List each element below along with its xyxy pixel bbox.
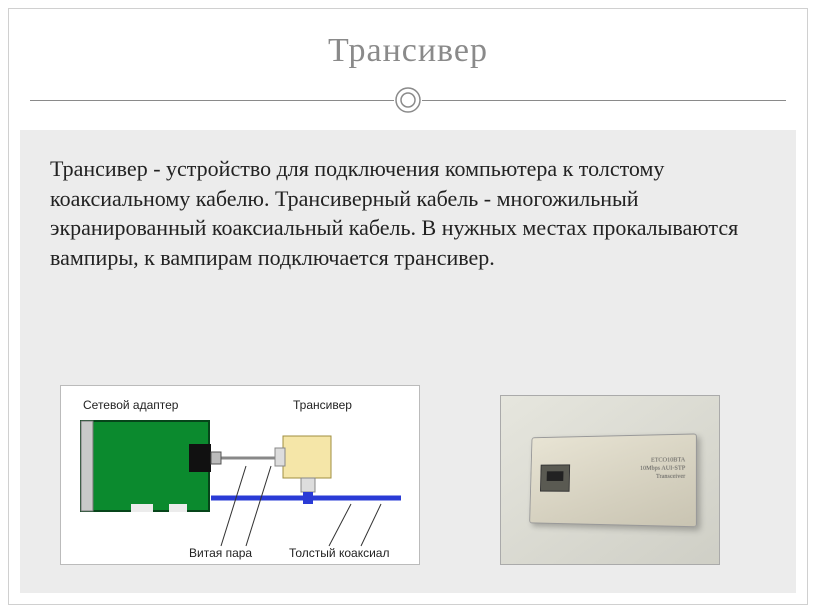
network-diagram: Сетевой адаптер Трансивер Витая пара Тол… bbox=[60, 385, 420, 565]
label-transceiver: Трансивер bbox=[293, 398, 352, 412]
device-body: ETCO10BTA 10Mbps AUI-STP Transceiver bbox=[529, 433, 697, 527]
device-model: ETCO10BTA bbox=[651, 457, 685, 464]
body-text: Трансивер - устройство для подключения к… bbox=[50, 154, 766, 273]
device-type: Transceiver bbox=[656, 474, 685, 481]
accent-circle-icon bbox=[394, 86, 422, 114]
device-spec: 10Mbps AUI-STP bbox=[640, 466, 685, 473]
label-twisted-pair: Витая пара bbox=[189, 546, 252, 560]
content-panel: Трансивер - устройство для подключения к… bbox=[20, 130, 796, 593]
label-thick-coax: Толстый коаксиал bbox=[289, 546, 389, 560]
label-adapter: Сетевой адаптер bbox=[83, 398, 178, 412]
images-row: Сетевой адаптер Трансивер Витая пара Тол… bbox=[60, 385, 756, 565]
rj45-port-icon bbox=[540, 464, 570, 491]
slide-title: Трансивер bbox=[0, 32, 816, 70]
transceiver-photo: ETCO10BTA 10Mbps AUI-STP Transceiver bbox=[500, 395, 720, 565]
